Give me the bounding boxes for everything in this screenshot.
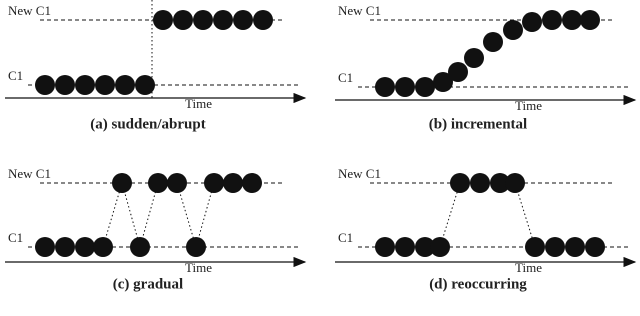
data-sample bbox=[115, 75, 135, 95]
transition-line bbox=[121, 182, 141, 248]
transition-line bbox=[139, 182, 159, 248]
data-sample bbox=[490, 173, 510, 193]
data-sample bbox=[395, 237, 415, 257]
data-sample bbox=[448, 62, 468, 82]
axis-label: Time bbox=[515, 98, 542, 113]
data-sample bbox=[505, 173, 525, 193]
data-sample bbox=[464, 48, 484, 68]
transition-line bbox=[195, 182, 215, 248]
panel-caption: (a) sudden/abrupt bbox=[90, 116, 205, 132]
data-sample bbox=[153, 10, 173, 30]
panel-caption: (d) reoccurring bbox=[429, 276, 527, 292]
data-sample bbox=[130, 237, 150, 257]
data-sample bbox=[75, 75, 95, 95]
data-sample bbox=[95, 75, 115, 95]
data-sample bbox=[35, 237, 55, 257]
data-sample bbox=[223, 173, 243, 193]
data-sample bbox=[55, 75, 75, 95]
data-sample bbox=[580, 10, 600, 30]
data-sample bbox=[545, 237, 565, 257]
data-sample bbox=[135, 75, 155, 95]
data-sample bbox=[525, 237, 545, 257]
data-sample bbox=[503, 20, 523, 40]
data-sample bbox=[204, 173, 224, 193]
data-sample bbox=[450, 173, 470, 193]
data-sample bbox=[430, 237, 450, 257]
data-sample bbox=[35, 75, 55, 95]
upper-label: New C1 bbox=[338, 166, 381, 181]
panel-caption: (b) incremental bbox=[429, 116, 527, 132]
data-sample bbox=[522, 12, 542, 32]
data-sample bbox=[585, 237, 605, 257]
data-sample bbox=[415, 237, 435, 257]
data-sample bbox=[213, 10, 233, 30]
lower-label: C1 bbox=[338, 230, 353, 245]
upper-label: New C1 bbox=[8, 3, 51, 18]
upper-label: New C1 bbox=[338, 3, 381, 18]
data-sample bbox=[542, 10, 562, 30]
transition-line bbox=[439, 182, 461, 248]
data-sample bbox=[433, 72, 453, 92]
data-sample bbox=[186, 237, 206, 257]
data-sample bbox=[253, 10, 273, 30]
panel-caption: (c) gradual bbox=[113, 276, 183, 292]
data-sample bbox=[233, 10, 253, 30]
upper-label: New C1 bbox=[8, 166, 51, 181]
transition-line bbox=[514, 182, 536, 248]
data-sample bbox=[173, 10, 193, 30]
lower-label: C1 bbox=[338, 70, 353, 85]
lower-label: C1 bbox=[8, 230, 23, 245]
data-sample bbox=[112, 173, 132, 193]
data-sample bbox=[470, 173, 490, 193]
data-sample bbox=[193, 10, 213, 30]
data-sample bbox=[562, 10, 582, 30]
data-sample bbox=[415, 77, 435, 97]
lower-label: C1 bbox=[8, 68, 23, 83]
axis-label: Time bbox=[515, 260, 542, 275]
data-sample bbox=[148, 173, 168, 193]
transition-line bbox=[176, 182, 197, 248]
data-sample bbox=[375, 77, 395, 97]
data-sample bbox=[75, 237, 95, 257]
data-sample bbox=[395, 77, 415, 97]
data-sample bbox=[483, 32, 503, 52]
transition-line bbox=[102, 182, 123, 248]
data-sample bbox=[565, 237, 585, 257]
axis-label: Time bbox=[185, 96, 212, 111]
data-sample bbox=[167, 173, 187, 193]
data-sample bbox=[55, 237, 75, 257]
data-sample bbox=[242, 173, 262, 193]
data-sample bbox=[375, 237, 395, 257]
axis-label: Time bbox=[185, 260, 212, 275]
data-sample bbox=[93, 237, 113, 257]
